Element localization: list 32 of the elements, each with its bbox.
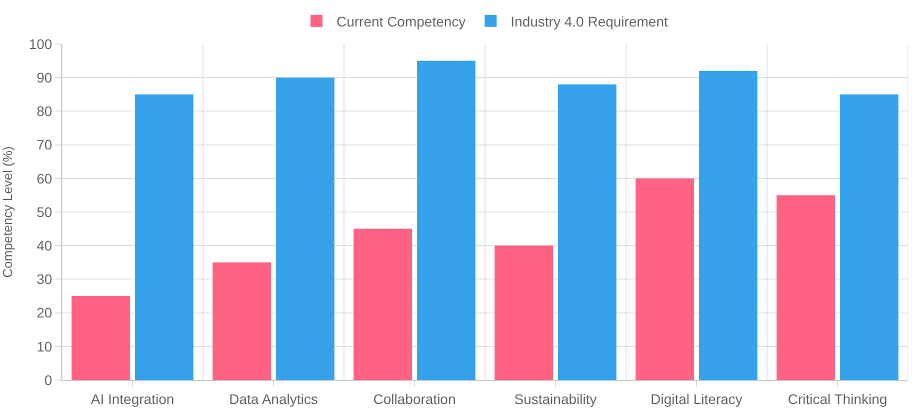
bar xyxy=(417,60,476,380)
bar xyxy=(276,78,334,380)
x-tick-label: AI Integration xyxy=(90,390,174,407)
x-tick-label: Data Analytics xyxy=(229,390,318,407)
y-tick-label: 70 xyxy=(36,136,52,153)
bar xyxy=(776,195,835,380)
y-tick-label: 80 xyxy=(36,103,52,120)
bar xyxy=(636,178,694,380)
y-tick-label: 10 xyxy=(36,338,52,354)
x-tick-label: Collaboration xyxy=(373,390,456,407)
bar xyxy=(699,70,758,380)
bar xyxy=(840,94,898,380)
y-tick-label: 100 xyxy=(28,36,52,52)
x-tick-label: Digital Literacy xyxy=(650,390,742,407)
y-axis-title: Competency Level (%) xyxy=(0,146,15,278)
x-tick-label: Critical Thinking xyxy=(788,390,888,407)
bar xyxy=(212,262,271,380)
legend-label: Industry 4.0 Requirement xyxy=(510,13,668,30)
x-tick-label: Sustainability xyxy=(514,390,597,407)
y-tick-label: 20 xyxy=(36,304,52,321)
bar xyxy=(135,94,194,380)
y-tick-label: 50 xyxy=(36,204,52,220)
y-tick-label: 60 xyxy=(36,170,52,186)
y-tick-label: 90 xyxy=(36,70,52,86)
bar xyxy=(354,228,412,380)
y-tick-label: 0 xyxy=(44,372,52,388)
bar xyxy=(494,246,553,380)
legend-label: Current Competency xyxy=(336,13,466,30)
bar xyxy=(72,296,130,380)
y-tick-label: 40 xyxy=(36,238,52,254)
bar xyxy=(558,84,616,380)
y-tick-label: 30 xyxy=(36,271,52,288)
